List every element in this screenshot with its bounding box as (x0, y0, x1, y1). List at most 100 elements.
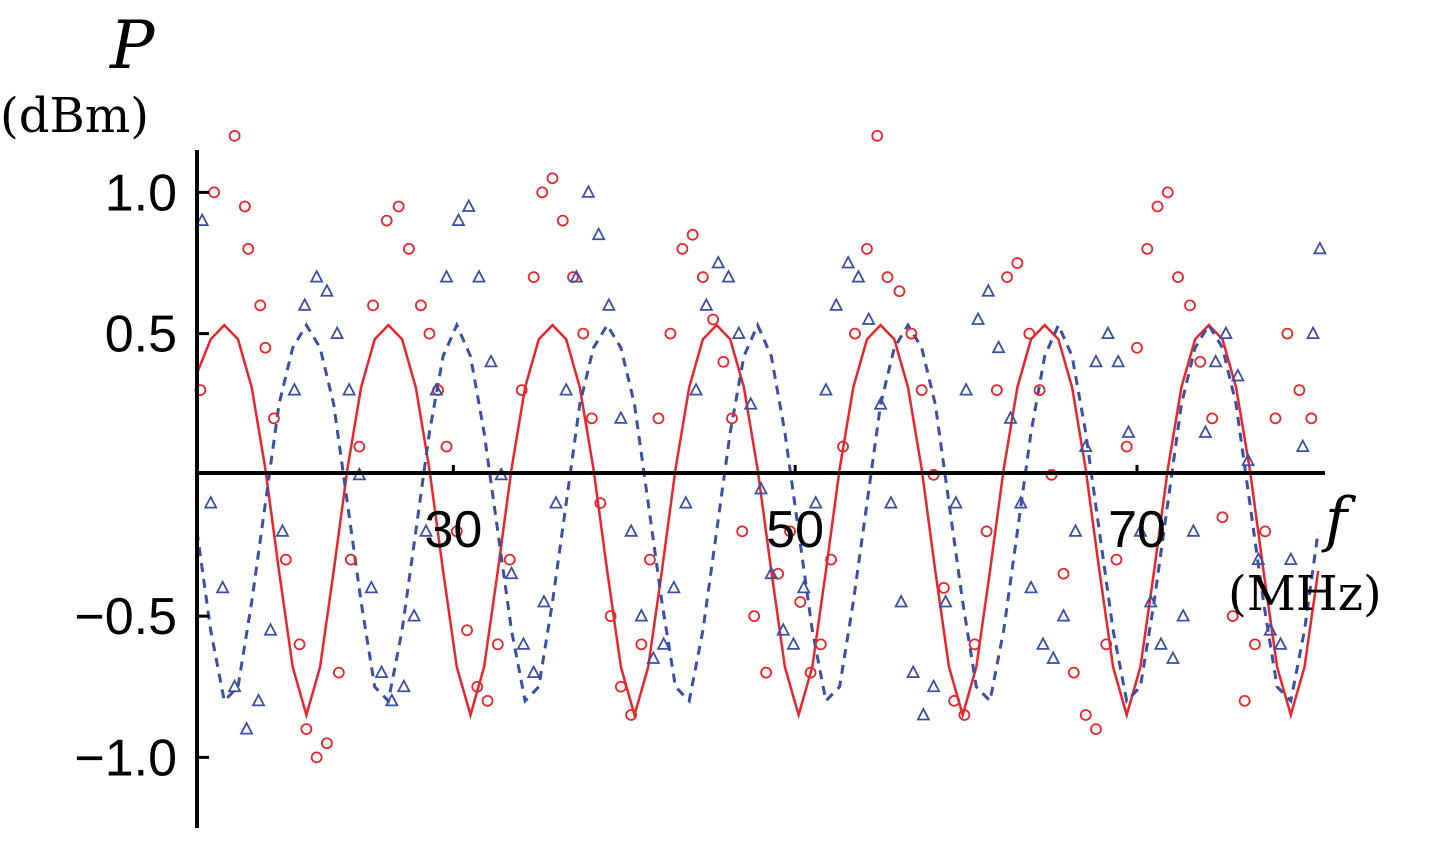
blue-triangle-point (1295, 438, 1310, 453)
red-circle-point (1090, 723, 1102, 736)
red-circle-point (423, 327, 436, 340)
red-circle-point (380, 214, 393, 227)
red-circle-point (604, 610, 617, 623)
red-circle-point (1281, 327, 1294, 340)
series-layer (194, 129, 1327, 764)
blue-triangle-point (1208, 353, 1223, 368)
blue-triangle-point (731, 325, 746, 340)
red-circle-point (503, 553, 516, 566)
red-circle-point (293, 638, 306, 651)
blue-triangle-point (754, 481, 768, 495)
red-circle-point (461, 624, 473, 637)
red-circle-point (1238, 694, 1251, 707)
blue-triangle-point (883, 495, 898, 509)
blue-triangle-point (1176, 608, 1191, 622)
blue-triangle-point (1186, 523, 1201, 537)
red-circle-point (546, 172, 559, 185)
red-circle-point (1023, 327, 1036, 340)
red-circle-point (990, 384, 1003, 397)
blue-triangle-point (666, 579, 681, 594)
red-circle-point (905, 327, 918, 340)
blue-triangle-point (195, 212, 210, 227)
red-circle-point (1141, 242, 1154, 255)
red-circle-point (471, 680, 484, 693)
blue-triangle-point (743, 396, 758, 410)
red-circle-point (871, 129, 884, 142)
blue-triangle-point (829, 297, 844, 311)
blue-dashed-fit-line (195, 321, 1320, 705)
red-circle-point (440, 440, 453, 453)
red-circle-point (414, 299, 427, 312)
blue-triangle-point (1241, 452, 1256, 467)
red-circle-point (1100, 638, 1113, 651)
red-circle-point (1079, 709, 1092, 721)
blue-triangle-point (407, 608, 422, 622)
blue-triangle-point (374, 664, 389, 679)
x-axis-unit: (MHz) (1228, 566, 1382, 622)
red-circle-point (948, 694, 961, 707)
blue-triangle-point (263, 622, 278, 636)
red-circle-point (242, 242, 255, 255)
red-circle-point (804, 666, 817, 679)
blue-triangle-point (634, 608, 649, 622)
blue-triangle-point (591, 226, 606, 241)
blue-triangle-point (764, 565, 779, 580)
red-circle-point (1259, 525, 1272, 538)
blue-triangle-point (721, 269, 736, 283)
red-circle-point (1293, 384, 1306, 397)
blue-triangle-point (1003, 410, 1018, 424)
red-circle-point (726, 412, 738, 425)
red-circle-point (1033, 384, 1046, 397)
red-circle-point (893, 285, 906, 298)
blue-triangle-point (536, 594, 551, 608)
blue-triangle-point (451, 212, 466, 227)
red-circle-point (344, 553, 357, 566)
blue-triangle-point (1100, 325, 1115, 340)
blue-triangle-point (861, 311, 876, 325)
blue-triangle-point (711, 255, 726, 269)
blue-triangle-point (699, 297, 714, 311)
blue-triangle-point (1036, 636, 1050, 650)
blue-triangle-point (1088, 353, 1103, 368)
red-circle-point (1249, 638, 1261, 651)
red-circle-point (515, 384, 528, 397)
red-circle-point (915, 384, 928, 397)
x-axis-symbol: f (1321, 485, 1357, 555)
blue-triangle-point (938, 594, 953, 608)
blue-triangle-point (786, 636, 801, 650)
blue-triangle-point (841, 255, 856, 269)
blue-triangle-point (613, 410, 628, 424)
blue-triangle-point (1263, 622, 1278, 636)
blue-triangle-point (796, 579, 811, 594)
blue-triangle-point (1024, 579, 1039, 594)
y-tick-label: −0.5 (74, 588, 177, 646)
red-circle-point (717, 355, 730, 368)
x-tick-label: 50 (766, 501, 824, 559)
blue-triangle-point (1230, 368, 1245, 382)
blue-triangle-point (287, 382, 302, 396)
blue-triangle-point (384, 692, 399, 707)
red-circle-point (208, 186, 220, 199)
blue-triangle-point (309, 269, 324, 283)
red-circle-point (310, 751, 323, 764)
blue-triangle-point (1306, 325, 1321, 340)
red-circle-point (696, 271, 709, 284)
blue-triangle-point (1143, 594, 1158, 608)
blue-triangle-point (1283, 551, 1298, 566)
y-tick-label: −1.0 (74, 729, 177, 787)
blue-triangle-point (439, 269, 454, 283)
blue-triangle-point (1218, 325, 1233, 340)
red-circle-point (367, 299, 379, 312)
red-circle-point (1001, 271, 1014, 284)
blue-triangle-point (1013, 495, 1028, 509)
blue-triangle-point (894, 594, 909, 608)
blue-triangle-point (1056, 608, 1071, 622)
red-circle-point (1011, 257, 1024, 269)
red-circle-point (536, 186, 549, 199)
red-circle-point (320, 737, 333, 750)
red-circle-point (794, 596, 807, 608)
red-circle-point (1057, 567, 1070, 580)
red-circle-point (585, 412, 598, 425)
red-circle-point (1151, 200, 1164, 213)
red-circle-point (937, 581, 950, 594)
